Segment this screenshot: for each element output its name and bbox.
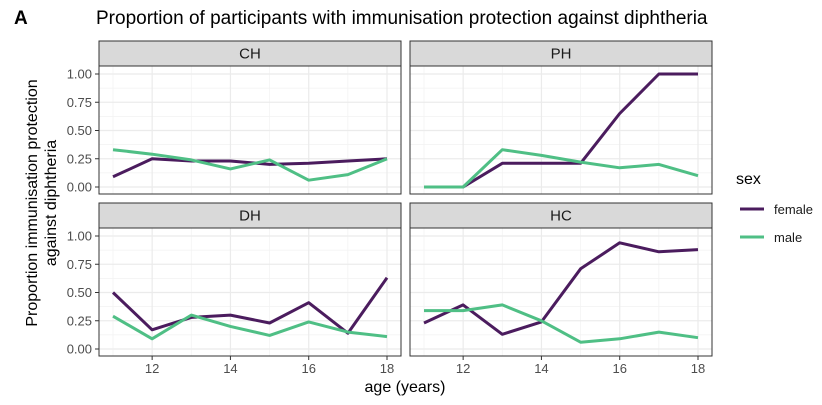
- y-axis-title-line: against diphtheria: [43, 140, 60, 266]
- y-tick-label: 0.75: [67, 257, 92, 272]
- x-tick-label: 18: [380, 361, 394, 376]
- legend-label-female: female: [774, 202, 813, 217]
- series-line-male: [424, 303, 699, 344]
- panel-strip-label: PH: [551, 46, 572, 63]
- series-line-female: [111, 276, 389, 335]
- legend: sex female male: [736, 171, 813, 245]
- y-tick-label: 0.25: [67, 313, 92, 328]
- legend-title: sex: [736, 171, 761, 188]
- panel-strip: [409, 40, 713, 67]
- x-tick-label: 16: [301, 361, 315, 376]
- y-axis-title: Proportion immunisation protection agains…: [24, 79, 60, 326]
- legend-label-male: male: [774, 230, 802, 245]
- y-tick-label: 1.00: [67, 67, 92, 82]
- x-axis-title: age (years): [365, 379, 446, 396]
- axes-layer: 0.00 0.25 0.50 0.75 1.00 0.00 0.25 0.50 0.75 1.00…: [24, 67, 705, 397]
- y-tick-label: 0.25: [67, 151, 92, 166]
- y-tick-label: 0.50: [67, 123, 92, 138]
- plot-layer: CH PH DH HC: [98, 40, 713, 357]
- panel-strip-label: DH: [239, 208, 261, 225]
- panel-dh: DH: [98, 202, 402, 357]
- series-line-male: [424, 148, 699, 189]
- panel-ph: PH: [409, 40, 713, 195]
- series-line-male: [112, 148, 388, 182]
- panel-border: [409, 227, 713, 357]
- panel-strip-label: CH: [239, 46, 261, 63]
- panel-strip: [98, 202, 402, 229]
- x-tick-label: 12: [145, 361, 159, 376]
- panel-ch: CH: [98, 40, 402, 195]
- panel-border: [409, 65, 713, 195]
- y-tick-label: 0.50: [67, 285, 92, 300]
- x-tick-label: 14: [223, 361, 237, 376]
- y-tick-label: 0.00: [67, 342, 92, 357]
- y-tick-label: 0.75: [67, 95, 92, 110]
- panel-strip: [98, 40, 402, 67]
- x-tick-label: 14: [534, 361, 548, 376]
- x-tick-label: 18: [691, 361, 705, 376]
- x-tick-label: 12: [456, 361, 470, 376]
- series-line-female: [424, 72, 698, 189]
- figure-panel-tag: A: [14, 8, 28, 29]
- y-tick-label: 1.00: [67, 229, 92, 244]
- chart-title: Proportion of participants with immunisa…: [96, 8, 708, 29]
- series-line-female: [112, 157, 388, 179]
- panel-hc: HC: [409, 202, 713, 357]
- x-tick-label: 16: [612, 361, 626, 376]
- panel-strip: [409, 202, 713, 229]
- panel-strip-label: HC: [550, 208, 572, 225]
- series-line-male: [112, 313, 388, 341]
- y-axis-title-line: Proportion immunisation protection: [24, 79, 41, 326]
- y-tick-label: 0.00: [67, 180, 92, 195]
